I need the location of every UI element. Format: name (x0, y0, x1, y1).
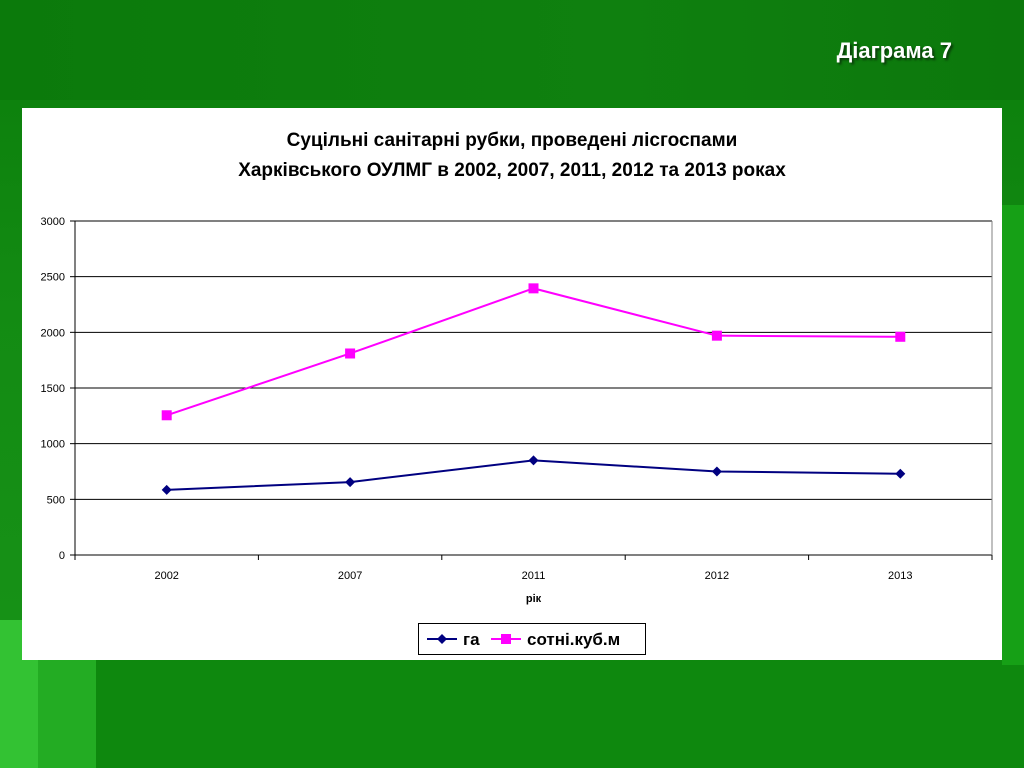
chart-title-line-1: Суцільні санітарні рубки, проведені лісг… (286, 130, 738, 151)
chart-panel: Суцільні санітарні рубки, проведені лісг… (22, 108, 1002, 660)
data-point (528, 455, 539, 466)
legend-marker-square-icon (491, 634, 521, 644)
x-axis-ticks: 2002 2007 2011 2012 2013 (74, 555, 993, 582)
y-tick-label: 2000 (41, 327, 65, 339)
legend-label: га (463, 630, 480, 649)
data-point (161, 410, 172, 421)
x-tick-label: 2011 (522, 570, 546, 582)
chart-series (161, 283, 906, 495)
legend-item-series-2: сотні.куб.м (489, 624, 639, 654)
data-point (895, 331, 906, 342)
y-tick-label: 3000 (41, 216, 65, 228)
chart-title-line-2: Харківського ОУЛМГ в 2002, 2007, 2011, 2… (238, 160, 786, 181)
slide-title: Діаграма 7 (836, 38, 952, 63)
series-line (166, 287, 901, 417)
data-point (161, 484, 172, 495)
y-tick-label: 0 (59, 550, 65, 562)
y-tick-label: 2500 (41, 272, 65, 284)
data-point (528, 283, 539, 294)
data-point (711, 466, 722, 477)
x-axis-label: рік (526, 593, 542, 605)
data-point (345, 477, 356, 488)
legend-label: сотні.куб.м (527, 630, 621, 649)
x-tick-label: 2013 (888, 570, 912, 582)
y-axis-ticks: 0 500 1000 1500 2000 2500 3000 (41, 216, 75, 562)
decor-edge (1002, 205, 1024, 665)
data-point (711, 330, 722, 341)
legend-marker-diamond-icon (427, 634, 457, 644)
chart-gridlines (75, 220, 992, 500)
line-chart: 0 500 1000 1500 2000 2500 3000 2002 2007 2011 201… (41, 216, 993, 605)
legend-item-series-1: га (425, 624, 485, 654)
chart-legend: га сотні.куб.м (418, 623, 646, 655)
x-tick-label: 2002 (154, 570, 178, 582)
y-tick-label: 1000 (41, 439, 65, 451)
y-tick-label: 500 (47, 494, 65, 506)
data-point (895, 468, 906, 479)
y-tick-label: 1500 (41, 383, 65, 395)
x-tick-label: 2012 (705, 570, 729, 582)
chart-title: Суцільні санітарні рубки, проведені лісг… (22, 126, 1002, 186)
data-point (345, 348, 356, 359)
header-band (0, 0, 1024, 100)
x-tick-label: 2007 (338, 570, 362, 582)
